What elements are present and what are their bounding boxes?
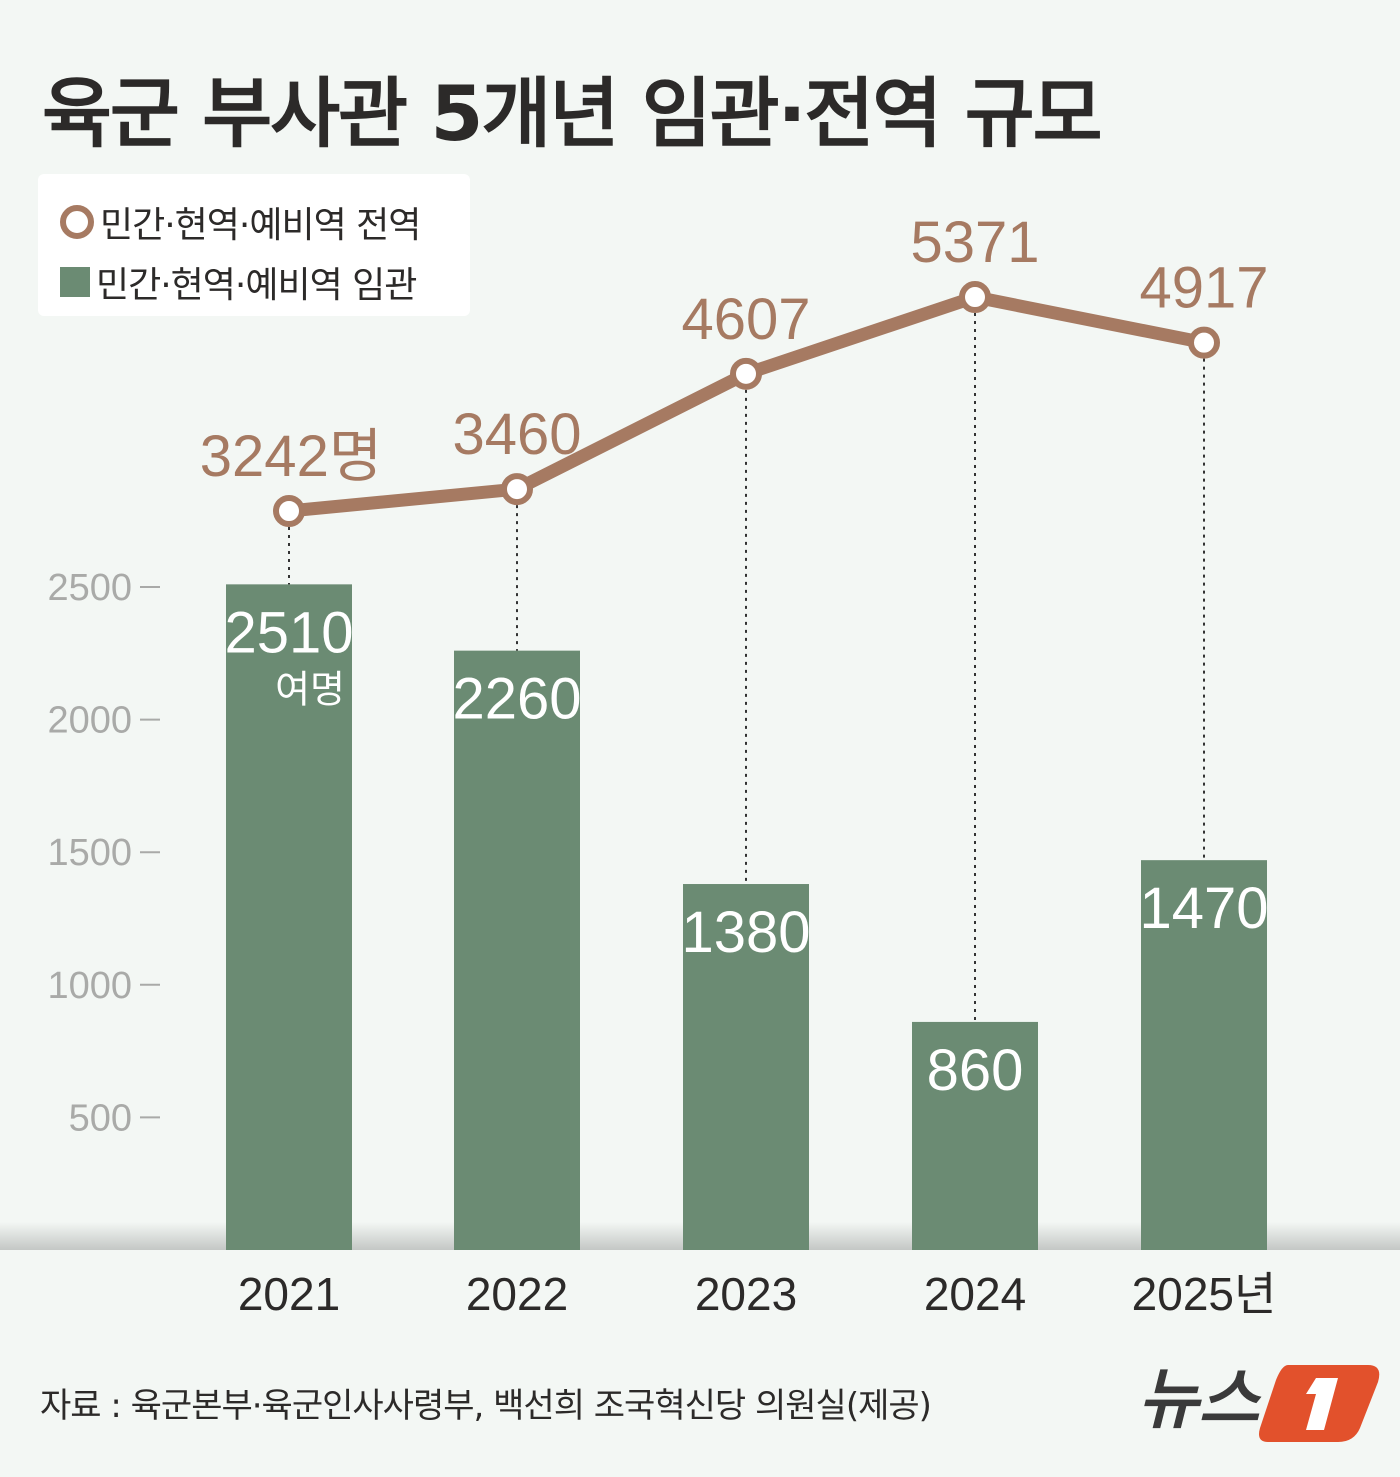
- bar-2022: [454, 650, 580, 1250]
- y-tick-label: 2000: [47, 700, 132, 742]
- svg-text:뉴스: 뉴스: [1138, 1362, 1262, 1436]
- line-point: [959, 281, 991, 314]
- x-tick-label: 2021: [238, 1268, 340, 1320]
- y-tick-label: 1500: [47, 832, 132, 874]
- square-marker-icon: [60, 267, 90, 297]
- bar-value-label: 1380: [681, 900, 810, 965]
- bar-2024: [912, 1021, 1038, 1250]
- bar-2025년: [1141, 860, 1267, 1250]
- bar-2021: [226, 584, 352, 1250]
- source-note: 자료 : 육군본부·육군인사사령부, 백선희 조국혁신당 의원실(제공): [40, 1386, 932, 1426]
- line-value-label: 3242명: [200, 424, 382, 489]
- circle-marker-icon: [60, 205, 94, 239]
- line-value-label: 5371: [910, 210, 1039, 275]
- line-value-label: 4607: [681, 287, 810, 352]
- legend-label: 민간·현역·예비역 전역: [100, 205, 421, 246]
- line-point: [730, 357, 762, 390]
- legend-label: 민간·현역·예비역 임관: [96, 265, 417, 306]
- bar-value-label: 2260: [452, 667, 581, 732]
- x-tick-label: 2022: [466, 1268, 568, 1320]
- x-tick-label: 2025년: [1132, 1268, 1277, 1320]
- bar-value-label: 860: [927, 1038, 1024, 1103]
- y-tick-label: 1000: [47, 965, 132, 1007]
- line-point: [501, 473, 533, 506]
- bar-value-label: 1470: [1139, 876, 1268, 941]
- x-tick-label: 2023: [695, 1268, 797, 1320]
- bar-2023: [683, 884, 809, 1250]
- x-tick-label: 2024: [924, 1268, 1026, 1320]
- line-point: [273, 495, 305, 527]
- line-value-label: 4917: [1139, 256, 1268, 321]
- legend: 민간·현역·예비역 전역 민간·현역·예비역 임관: [38, 174, 470, 316]
- line-value-label: 3460: [452, 402, 581, 467]
- bar-value-suffix: 여명: [275, 669, 345, 711]
- line-point: [1188, 326, 1220, 359]
- chart-title: 육군 부사관 5개년 임관·전역 규모: [42, 69, 1103, 158]
- y-tick-label: 2500: [47, 567, 132, 609]
- news1-logo: 뉴스: [1138, 1350, 1383, 1449]
- legend-item-commission: 민간·현역·예비역 임관: [60, 256, 417, 308]
- legend-item-discharge: 민간·현역·예비역 전역: [60, 196, 421, 248]
- bar-value-label: 2510: [224, 600, 353, 665]
- y-tick-label: 500: [69, 1097, 132, 1139]
